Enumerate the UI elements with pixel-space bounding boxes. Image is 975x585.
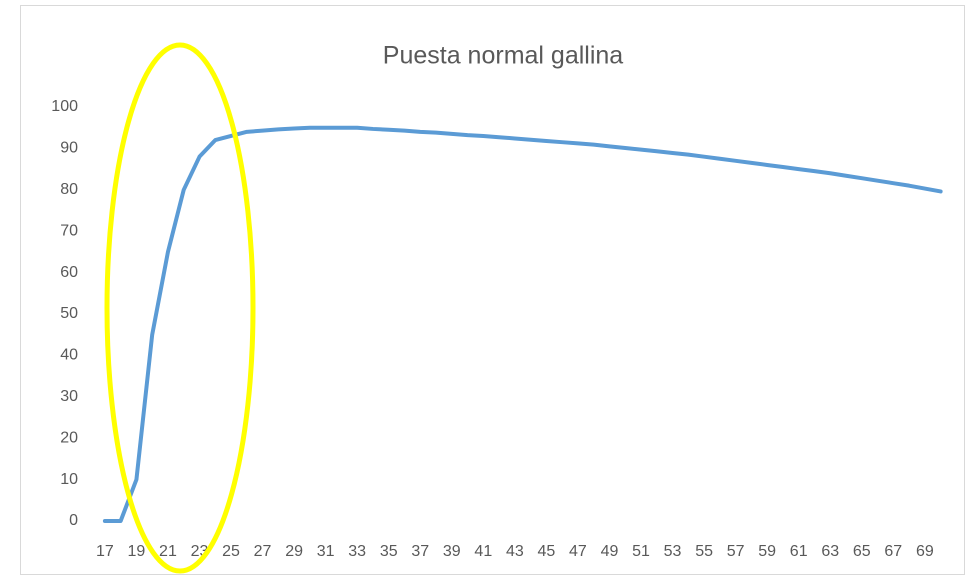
y-tick-label: 30 (60, 388, 78, 405)
x-tick-label: 47 (569, 543, 587, 560)
x-tick-label: 17 (96, 543, 114, 560)
y-tick-label: 90 (60, 140, 78, 157)
x-tick-label: 67 (884, 543, 902, 560)
y-tick-label: 100 (51, 98, 78, 115)
y-tick-label: 50 (60, 305, 78, 322)
x-tick-label: 35 (380, 543, 398, 560)
x-tick-label: 37 (411, 543, 429, 560)
data-line (102, 125, 943, 523)
chart-title: Puesta normal gallina (383, 42, 624, 70)
y-tick-label: 0 (69, 512, 78, 529)
x-tick-label: 51 (632, 543, 650, 560)
x-tick-label: 29 (285, 543, 303, 560)
y-tick-label: 60 (60, 264, 78, 281)
y-tick-label: 40 (60, 347, 78, 364)
chart-frame (20, 5, 965, 575)
y-tick-label: 20 (60, 429, 78, 446)
x-tick-label: 65 (853, 543, 871, 560)
x-tick-label: 41 (474, 543, 492, 560)
x-tick-label: 43 (506, 543, 524, 560)
x-tick-label: 63 (821, 543, 839, 560)
highlight-ellipse (104, 42, 256, 574)
x-tick-label: 49 (601, 543, 619, 560)
x-tick-label: 25 (222, 543, 240, 560)
y-tick-label: 10 (60, 471, 78, 488)
y-tick-label: 80 (60, 181, 78, 198)
x-tick-label: 39 (443, 543, 461, 560)
y-tick-label: 70 (60, 222, 78, 239)
x-tick-label: 57 (727, 543, 745, 560)
x-tick-label: 69 (916, 543, 934, 560)
x-tick-label: 33 (348, 543, 366, 560)
x-tick-label: 53 (664, 543, 682, 560)
x-tick-label: 59 (758, 543, 776, 560)
x-tick-label: 55 (695, 543, 713, 560)
x-tick-label: 45 (538, 543, 556, 560)
x-tick-label: 31 (317, 543, 335, 560)
x-tick-label: 19 (128, 543, 146, 560)
x-tick-label: 61 (790, 543, 808, 560)
x-tick-label: 21 (159, 543, 177, 560)
x-tick-label: 27 (254, 543, 272, 560)
